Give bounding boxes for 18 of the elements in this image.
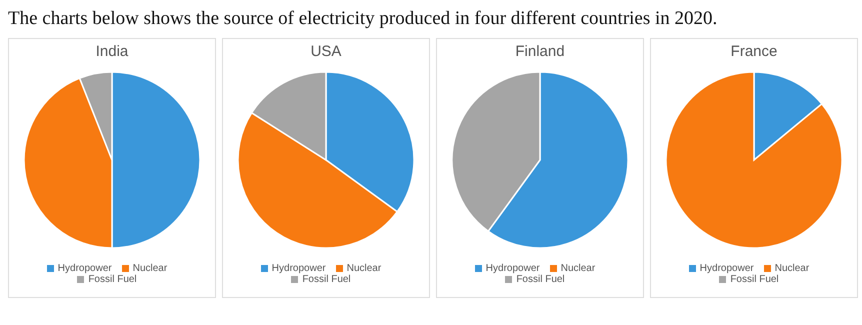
legend-label: Nuclear xyxy=(774,263,810,274)
legend-label: Fossil Fuel xyxy=(516,274,565,285)
chart-title: France xyxy=(730,43,778,60)
legend-label: Hydropower xyxy=(58,263,112,274)
legend-label: Nuclear xyxy=(346,263,382,274)
legend-label: Nuclear xyxy=(132,263,168,274)
chart-title: USA xyxy=(310,43,342,60)
legend-label: Hydropower xyxy=(486,263,540,274)
chart-title: India xyxy=(94,43,130,60)
chart-title: Finland xyxy=(514,43,566,60)
legend-label: Hydropower xyxy=(700,263,754,274)
legend-label: Fossil Fuel xyxy=(88,274,137,285)
legend-label: Hydropower xyxy=(272,263,326,274)
legend-label: Fossil Fuel xyxy=(302,274,351,285)
legend-label: Fossil Fuel xyxy=(730,274,779,285)
legend-label: Nuclear xyxy=(560,263,596,274)
text: The charts below shows the source of electricity produced in four different countries in 2020. xyxy=(8,8,718,30)
pie-slice xyxy=(665,71,843,249)
